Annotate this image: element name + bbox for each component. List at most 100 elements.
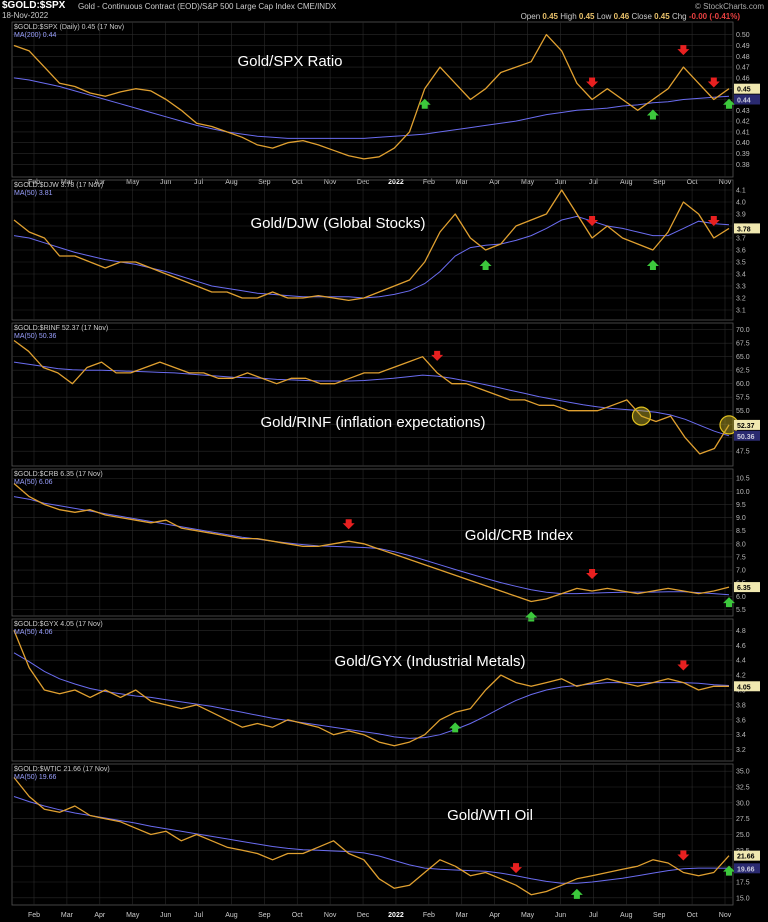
y-tick-label: 3.5 — [736, 260, 746, 267]
up-arrow-icon — [646, 109, 659, 120]
high-label: High — [560, 12, 577, 21]
chart-symbol: $GOLD:$SPX — [2, 0, 66, 11]
x-tick-label: Feb — [423, 912, 435, 919]
last-price-value: 0.45 — [737, 87, 751, 94]
y-tick-label: 0.42 — [736, 119, 750, 126]
y-tick-label: 10.0 — [736, 489, 750, 496]
last-price-box — [734, 223, 760, 234]
y-tick-label: 0.49 — [736, 43, 750, 50]
panel-label: $GOLD:$RINF 52.37 (17 Nov) — [14, 325, 108, 332]
x-tick-label: Sep — [258, 912, 271, 919]
x-tick-label: Feb — [28, 912, 40, 919]
x-tick-label: 2022 — [388, 912, 404, 919]
price-line — [13, 630, 729, 747]
panel-title: Gold/WTI Oil — [447, 807, 533, 824]
y-tick-label: 4.1 — [736, 188, 746, 195]
y-tick-label: 8.5 — [736, 528, 746, 535]
down-arrow-icon — [431, 350, 444, 361]
x-tick-label: Dec — [357, 912, 370, 919]
x-tick-label: Oct — [687, 912, 698, 919]
chart-date: 18-Nov-2022 — [2, 11, 49, 20]
chart-description: Gold - Continuous Contract (EOD)/S&P 500… — [78, 2, 337, 11]
y-tick-label: 3.6 — [736, 717, 746, 724]
ma-label: MA(50) 19.66 — [14, 774, 57, 781]
x-tick-label: Jun — [160, 912, 171, 919]
y-tick-label: 3.7 — [736, 236, 746, 243]
y-tick-label: 47.5 — [736, 449, 750, 456]
last-price-value: 52.37 — [737, 423, 755, 430]
y-tick-label: 15.0 — [736, 895, 750, 902]
y-tick-label: 3.8 — [736, 702, 746, 709]
high-value: 0.45 — [578, 12, 595, 21]
x-tick-label: Nov — [324, 912, 337, 919]
x-tick-label: Mar — [61, 912, 74, 919]
brand-label: © StockCharts.com — [694, 2, 764, 11]
down-arrow-icon — [707, 216, 720, 226]
y-tick-label: 70.0 — [736, 327, 750, 334]
y-tick-label: 0.47 — [736, 65, 750, 72]
panel-frame — [11, 468, 734, 617]
price-line — [13, 189, 730, 302]
open-label: Open — [520, 12, 541, 21]
y-tick-label: 4.0 — [736, 200, 746, 207]
x-tick-label: Sep — [653, 912, 666, 919]
last-price-box — [734, 83, 760, 94]
low-label: Low — [596, 12, 612, 21]
ma-label: MA(50) 6.06 — [14, 479, 53, 486]
x-tick-label: Jun — [555, 912, 566, 919]
x-tick-label: Apr — [489, 912, 501, 919]
ma-label: MA(200) 0.44 — [14, 32, 57, 39]
panel-title: Gold/SPX Ratio — [237, 53, 342, 70]
up-arrow-icon — [646, 260, 659, 270]
y-tick-label: 60.0 — [736, 381, 750, 388]
last-ma-box — [734, 430, 760, 441]
last-price-value: 4.05 — [737, 684, 751, 691]
last-price-box — [734, 850, 760, 861]
y-tick-label: 3.4 — [736, 272, 746, 279]
panel-label: $GOLD:$CRB 6.35 (17 Nov) — [14, 471, 103, 478]
y-tick-label: 8.0 — [736, 541, 746, 548]
y-tick-label: 65.0 — [736, 354, 750, 361]
y-tick-label: 35.0 — [736, 769, 750, 776]
panel-title: Gold/RINF (inflation expectations) — [260, 414, 485, 431]
highlight-circle — [631, 406, 652, 426]
y-tick-label: 3.6 — [736, 248, 746, 255]
last-ma-value: 50.36 — [737, 434, 755, 441]
panel-label: $GOLD:$DJW 3.78 (17 Nov) — [14, 182, 103, 189]
up-arrow-icon — [418, 98, 431, 109]
ma-line — [13, 77, 730, 139]
ma-label: MA(50) 50.36 — [14, 333, 57, 340]
x-tick-label: Mar — [456, 179, 469, 186]
down-arrow-icon — [586, 216, 599, 226]
close-value: 0.45 — [654, 12, 670, 21]
price-line — [13, 483, 730, 603]
y-tick-label: 32.5 — [736, 785, 750, 792]
x-tick-label: May — [126, 912, 140, 919]
down-arrow-icon — [510, 863, 523, 874]
y-tick-label: 3.2 — [736, 747, 746, 754]
y-tick-label: 0.38 — [736, 162, 750, 169]
down-arrow-icon — [586, 569, 599, 580]
y-tick-label: 10.5 — [736, 476, 750, 483]
ma-label: MA(50) 3.81 — [14, 190, 53, 197]
panel-title: Gold/DJW (Global Stocks) — [250, 215, 425, 232]
y-tick-label: 9.0 — [736, 515, 746, 522]
y-tick-label: 6.0 — [736, 594, 746, 601]
y-tick-label: 55.0 — [736, 408, 750, 415]
y-tick-label: 57.5 — [736, 395, 750, 402]
ohlc-readout: Open 0.45 High 0.45 Low 0.46 Close 0.45 … — [521, 12, 740, 21]
panel-title: Gold/GYX (Industrial Metals) — [335, 653, 526, 670]
x-tick-label: Apr — [94, 179, 106, 186]
y-tick-label: 7.0 — [736, 568, 746, 575]
y-tick-label: 0.50 — [736, 32, 750, 39]
up-arrow-icon — [570, 888, 583, 899]
down-arrow-icon — [586, 77, 599, 88]
y-tick-label: 3.2 — [736, 296, 746, 303]
y-tick-label: 27.5 — [736, 816, 750, 823]
down-arrow-icon — [707, 77, 720, 88]
x-tick-label: Apr — [94, 912, 106, 919]
ma-line — [13, 215, 730, 299]
y-tick-label: 0.46 — [736, 75, 750, 82]
price-line — [13, 339, 730, 455]
y-tick-label: 9.5 — [736, 502, 746, 509]
